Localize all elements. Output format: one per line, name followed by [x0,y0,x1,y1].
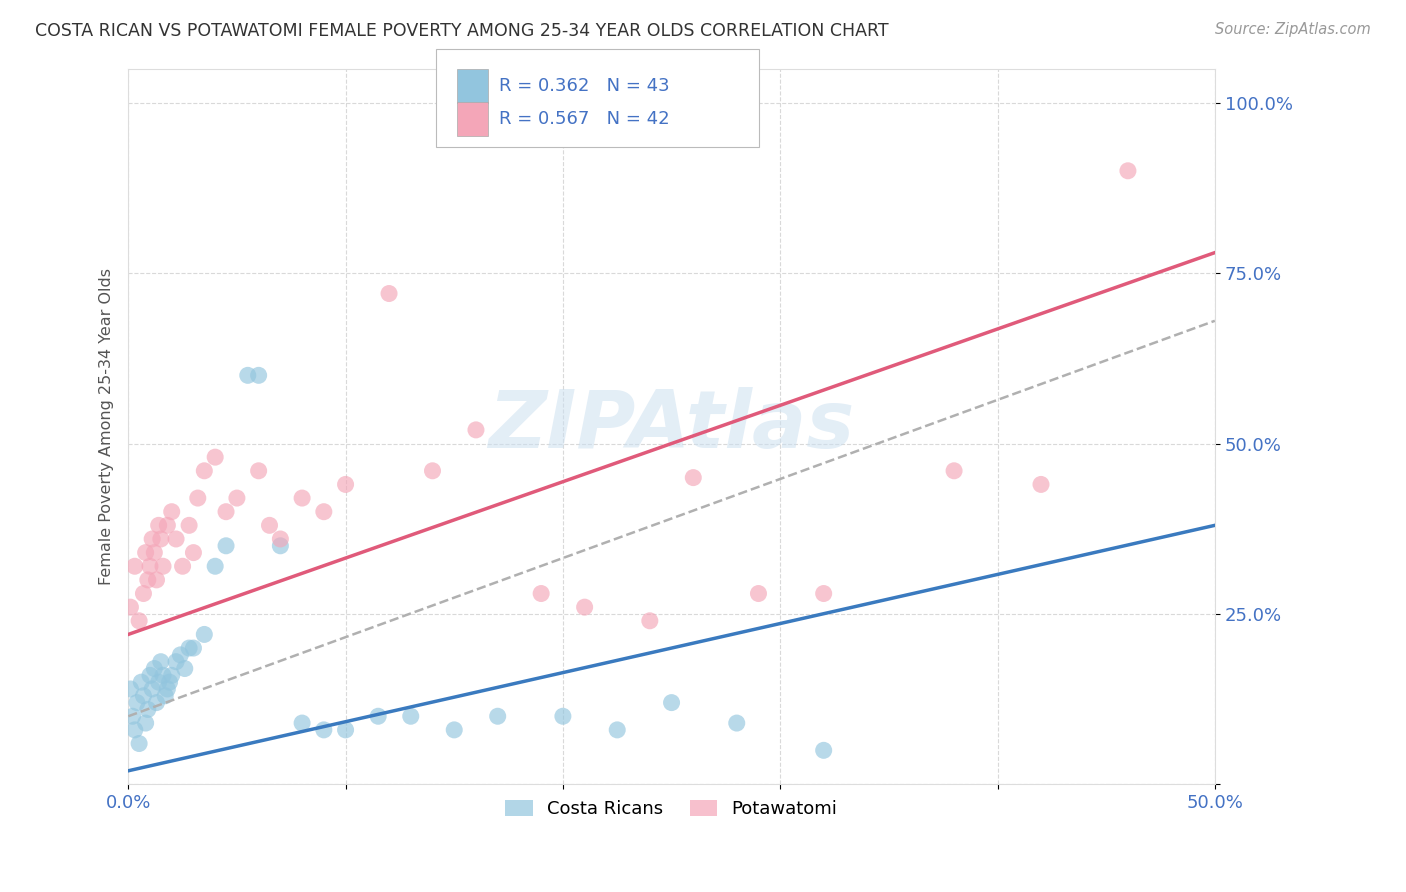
Point [136,573,159,587]
Point [215,505,238,519]
Point [291,716,314,731]
Point [486,709,509,723]
Point [204,559,226,574]
Point [153,689,176,703]
Point [606,723,628,737]
Point [422,464,444,478]
Point [135,716,157,731]
Point [291,491,314,505]
Point [204,450,226,465]
Point [143,546,166,560]
Point [128,614,150,628]
Point [159,675,181,690]
Point [129,675,152,690]
Point [145,696,167,710]
Point [225,491,247,505]
Point [247,464,270,478]
Point [259,518,281,533]
Point [682,470,704,484]
Point [173,661,195,675]
Point [193,464,215,478]
Point [124,559,146,574]
Point [152,668,174,682]
Point [661,696,683,710]
Point [335,477,357,491]
Point [152,559,174,574]
Point [187,491,209,505]
Point [156,681,179,696]
Text: COSTA RICAN VS POTAWATOMI FEMALE POVERTY AMONG 25-34 YEAR OLDS CORRELATION CHART: COSTA RICAN VS POTAWATOMI FEMALE POVERTY… [35,22,889,40]
Point [367,709,389,723]
Point [141,532,163,546]
Point [530,586,553,600]
Point [443,723,465,737]
Point [1116,163,1139,178]
Point [132,586,155,600]
Point [312,505,335,519]
Text: R = 0.362   N = 43: R = 0.362 N = 43 [499,77,669,95]
Point [183,641,205,656]
Point [378,286,401,301]
Point [193,627,215,641]
Point [156,518,179,533]
Point [1029,477,1052,491]
Point [148,518,170,533]
Point [183,546,205,560]
Point [149,655,172,669]
Point [172,559,194,574]
Point [638,614,661,628]
Point [120,681,142,696]
Point [465,423,488,437]
Point [145,573,167,587]
Point [551,709,574,723]
Point [143,661,166,675]
Point [139,668,162,682]
Point [747,586,769,600]
Point [335,723,357,737]
Point [177,518,200,533]
Point [136,702,159,716]
Point [813,743,835,757]
Legend: Costa Ricans, Potawatomi: Costa Ricans, Potawatomi [498,793,845,825]
Point [135,546,157,560]
Point [215,539,238,553]
Point [165,655,187,669]
Text: Source: ZipAtlas.com: Source: ZipAtlas.com [1215,22,1371,37]
Point [139,559,162,574]
Point [574,600,596,615]
Point [169,648,191,662]
Point [813,586,835,600]
Point [125,696,148,710]
Point [943,464,966,478]
Point [236,368,259,383]
Point [132,689,155,703]
Point [141,681,163,696]
Text: ZIPAtlas: ZIPAtlas [488,387,855,466]
Point [148,675,170,690]
Point [399,709,422,723]
Point [120,600,142,615]
Point [124,723,146,737]
Text: R = 0.567   N = 42: R = 0.567 N = 42 [499,110,669,128]
Y-axis label: Female Poverty Among 25-34 Year Olds: Female Poverty Among 25-34 Year Olds [100,268,114,585]
Point [121,709,143,723]
Point [725,716,748,731]
Point [177,641,200,656]
Point [160,505,183,519]
Point [247,368,270,383]
Point [269,539,291,553]
Point [128,737,150,751]
Point [149,532,172,546]
Point [269,532,291,546]
Point [312,723,335,737]
Point [160,668,183,682]
Point [165,532,187,546]
